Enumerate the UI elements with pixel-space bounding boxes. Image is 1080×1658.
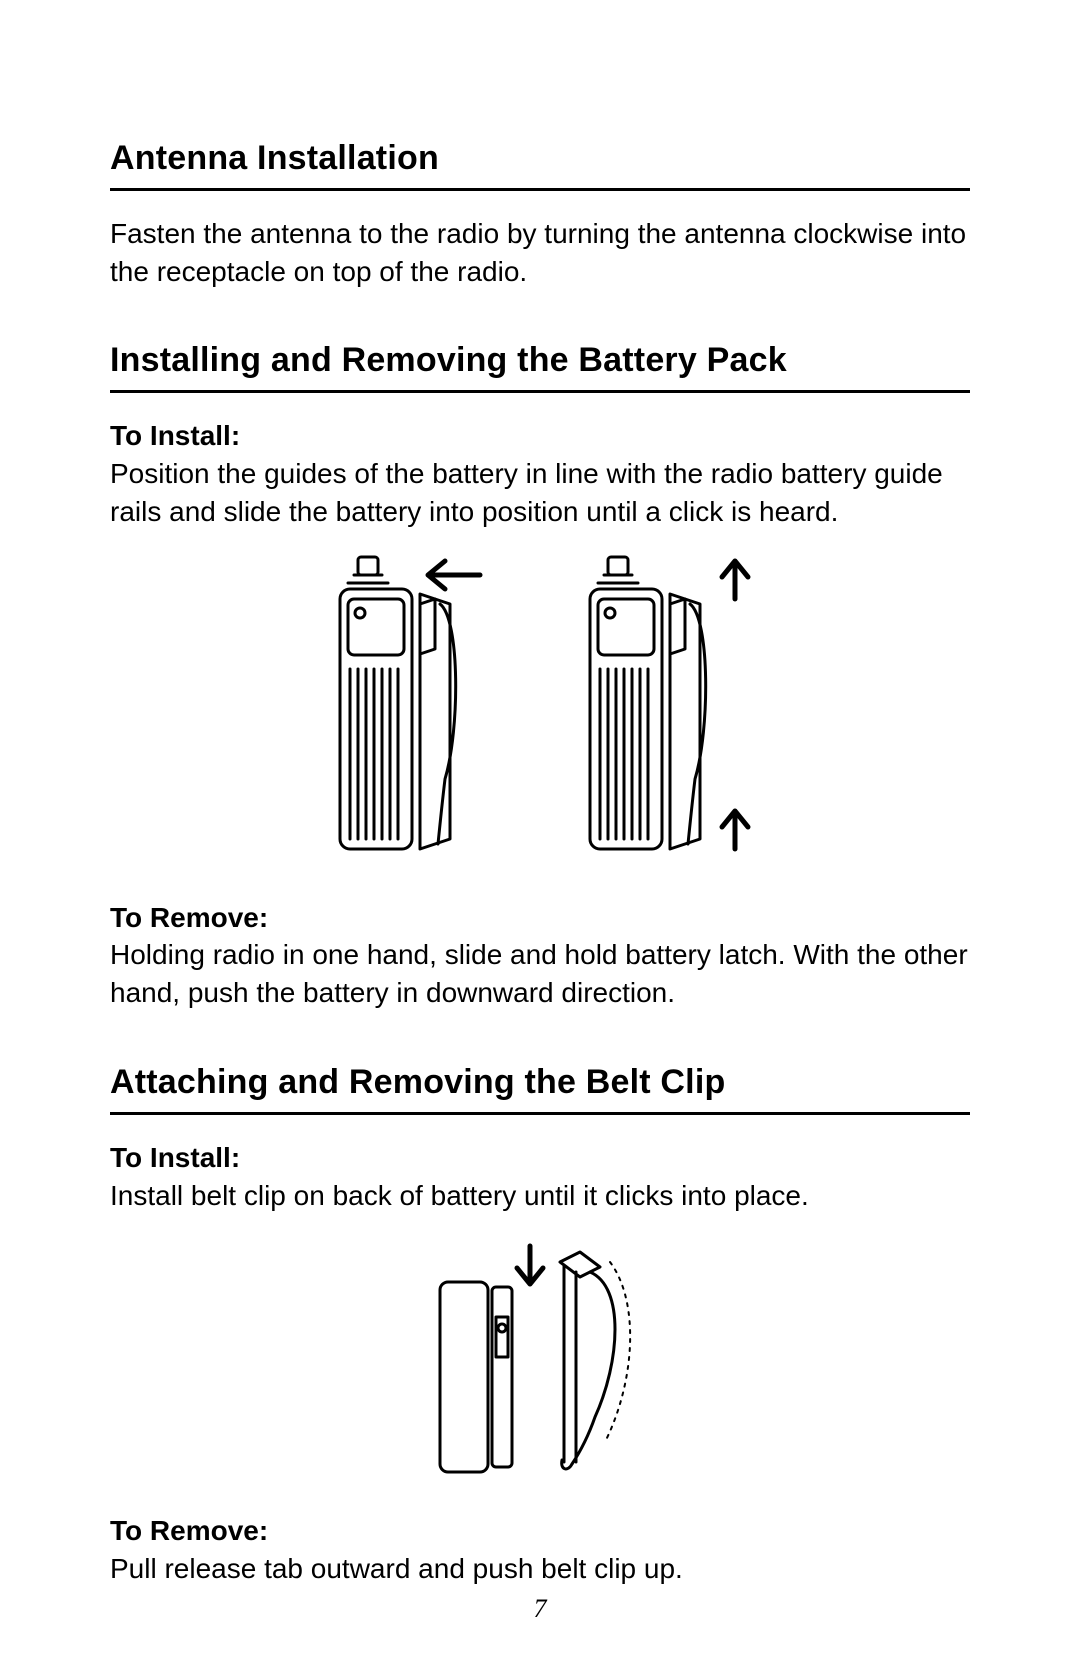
- heading-antenna-installation: Antenna Installation: [110, 136, 970, 191]
- text-clip-remove: Pull release tab outward and push belt c…: [110, 1550, 970, 1588]
- heading-battery-pack: Installing and Removing the Battery Pack: [110, 338, 970, 393]
- arrow-left-icon: [428, 561, 480, 589]
- figure-belt-clip: [110, 1232, 970, 1492]
- text-clip-install: Install belt clip on back of battery unt…: [110, 1177, 970, 1215]
- page-number: 7: [0, 1591, 1080, 1626]
- text-battery-remove: Holding radio in one hand, slide and hol…: [110, 936, 970, 1012]
- heading-belt-clip: Attaching and Removing the Belt Clip: [110, 1060, 970, 1115]
- text-battery-install: Position the guides of the battery in li…: [110, 455, 970, 531]
- arrow-up-top-icon: [722, 561, 748, 599]
- manual-page: Antenna Installation Fasten the antenna …: [0, 0, 1080, 1658]
- subheading-clip-install: To Install:: [110, 1139, 970, 1177]
- figure-battery-install-remove: [110, 549, 970, 879]
- subheading-clip-remove: To Remove:: [110, 1512, 970, 1550]
- subheading-battery-remove: To Remove:: [110, 899, 970, 937]
- subheading-battery-install: To Install:: [110, 417, 970, 455]
- arrow-up-bottom-icon: [722, 811, 748, 849]
- arrow-down-icon: [517, 1246, 543, 1284]
- text-antenna-body: Fasten the antenna to the radio by turni…: [110, 215, 970, 291]
